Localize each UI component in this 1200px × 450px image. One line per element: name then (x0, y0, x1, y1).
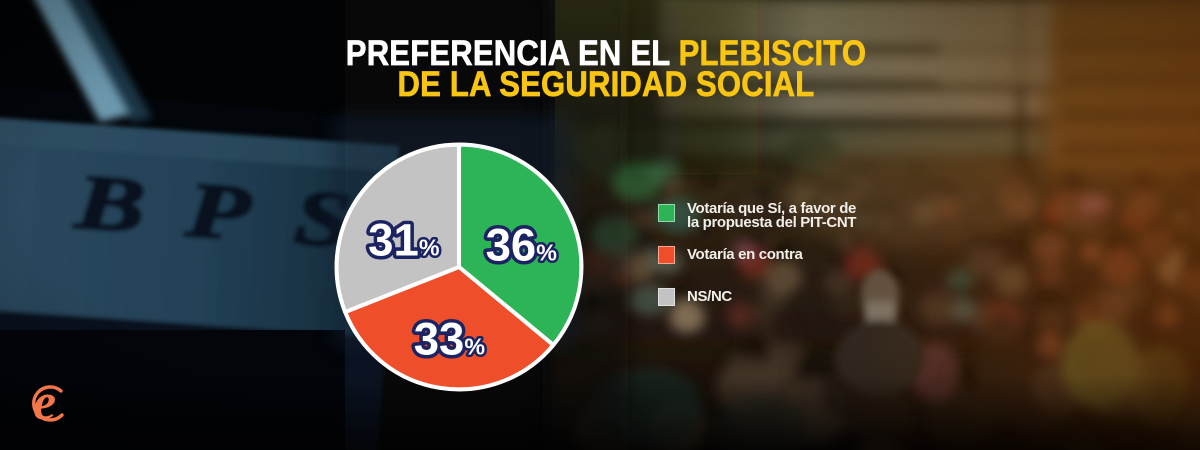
svg-text:33%: 33% (414, 314, 486, 365)
svg-text:e: e (33, 378, 56, 431)
svg-text:31%: 31% (368, 214, 440, 265)
